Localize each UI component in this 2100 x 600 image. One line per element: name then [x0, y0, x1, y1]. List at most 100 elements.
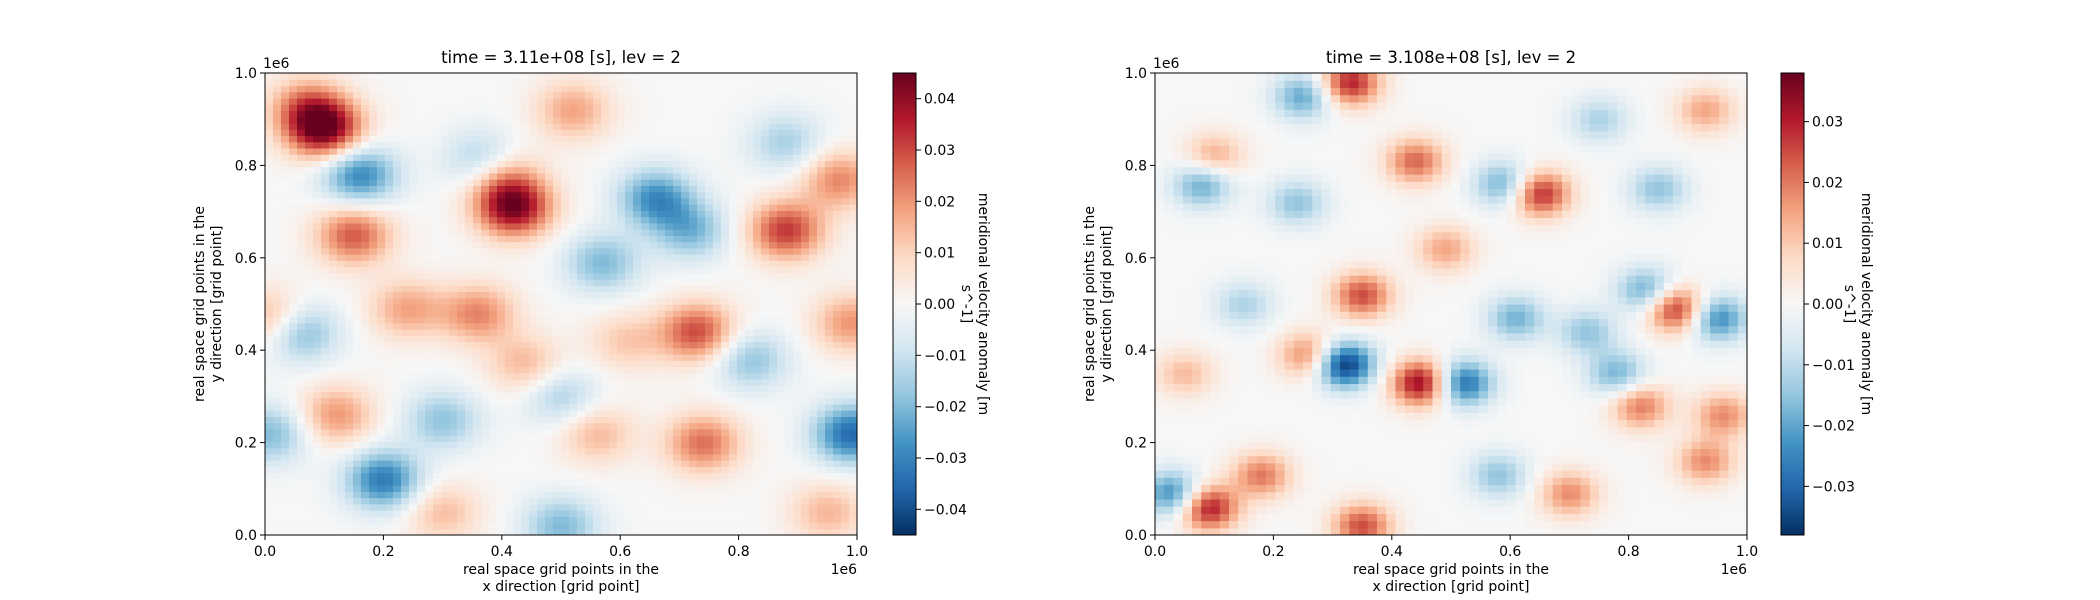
heatmap-cell	[537, 347, 546, 355]
heatmap-cell	[753, 97, 762, 105]
heatmap-cell	[769, 491, 778, 499]
heatmap-cell	[609, 453, 618, 461]
heatmap-cell	[769, 478, 778, 486]
heatmap-cell	[769, 260, 778, 268]
heatmap-cell	[473, 229, 482, 236]
heatmap-cell	[793, 522, 802, 530]
heatmap-cell	[473, 122, 482, 130]
heatmap-cell	[681, 154, 690, 161]
heatmap-cell	[465, 528, 474, 535]
heatmap-cell	[537, 310, 546, 318]
heatmap-cell	[361, 122, 370, 130]
heatmap-cell	[337, 478, 346, 486]
heatmap-cell	[537, 328, 546, 336]
heatmap-cell	[393, 366, 402, 374]
heatmap-cell	[521, 366, 530, 374]
heatmap-cell	[585, 460, 594, 467]
heatmap-cell	[473, 528, 482, 535]
heatmap-cell	[561, 422, 570, 430]
heatmap-cell	[401, 116, 410, 124]
heatmap-cell	[265, 166, 274, 174]
heatmap-cell	[417, 73, 426, 80]
heatmap-cell	[617, 416, 626, 424]
heatmap-cell	[353, 85, 362, 93]
heatmap-cell	[289, 272, 298, 280]
heatmap-cell	[361, 341, 370, 349]
heatmap-cell	[481, 497, 490, 505]
heatmap-cell	[473, 385, 482, 392]
heatmap-cell	[281, 503, 290, 511]
heatmap-cell	[473, 316, 482, 324]
heatmap-cell	[281, 435, 290, 442]
heatmap-cell	[369, 316, 378, 324]
heatmap-cell	[585, 160, 594, 168]
heatmap-cell	[585, 79, 594, 87]
heatmap-cell	[433, 528, 442, 535]
heatmap-cell	[433, 135, 442, 143]
heatmap-cell	[617, 297, 626, 305]
heatmap-cell	[337, 503, 346, 511]
heatmap-cell	[425, 360, 434, 368]
heatmap-cell	[289, 516, 298, 524]
heatmap-cell	[505, 160, 514, 168]
heatmap-cell	[417, 210, 426, 218]
heatmap-cell	[393, 316, 402, 324]
heatmap-cell	[641, 335, 650, 343]
heatmap-cell	[489, 353, 498, 361]
heatmap-cell	[297, 179, 306, 186]
heatmap-cell	[737, 310, 746, 318]
heatmap-cell	[721, 241, 730, 249]
heatmap-cell	[793, 441, 802, 449]
heatmap-cell	[753, 422, 762, 430]
heatmap-cell	[545, 435, 554, 442]
heatmap-cell	[433, 172, 442, 180]
heatmap-cell	[329, 491, 338, 499]
heatmap-cell	[569, 453, 578, 461]
heatmap-cell	[321, 528, 330, 535]
heatmap-cell	[641, 122, 650, 130]
heatmap-cell	[649, 116, 658, 124]
heatmap-cell	[337, 110, 346, 118]
heatmap-cell	[705, 441, 714, 449]
heatmap-cell	[585, 222, 594, 230]
heatmap-cell	[769, 104, 778, 112]
heatmap-cell	[601, 285, 610, 293]
heatmap-cell	[593, 285, 602, 293]
heatmap-cell	[273, 73, 282, 80]
heatmap-cell	[465, 372, 474, 380]
heatmap-cell	[481, 116, 490, 124]
heatmap-cell	[617, 141, 626, 149]
heatmap-cell	[785, 210, 794, 218]
heatmap-cell	[529, 522, 538, 530]
heatmap-cell	[761, 279, 770, 286]
heatmap-cell	[361, 154, 370, 161]
heatmap-cell	[769, 347, 778, 355]
heatmap-cell	[593, 510, 602, 517]
heatmap-cell	[673, 110, 682, 118]
heatmap-cell	[561, 497, 570, 505]
heatmap-cell	[505, 528, 514, 535]
heatmap-cell	[793, 97, 802, 105]
heatmap-cell	[497, 503, 506, 511]
heatmap-cell	[385, 335, 394, 343]
heatmap-cell	[537, 172, 546, 180]
heatmap-cell	[433, 441, 442, 449]
heatmap-cell	[481, 503, 490, 511]
heatmap-cell	[801, 460, 810, 467]
heatmap-cell	[449, 397, 458, 405]
heatmap-cell	[417, 266, 426, 274]
heatmap-cell	[689, 516, 698, 524]
heatmap-cell	[289, 85, 298, 93]
heatmap-cell	[681, 416, 690, 424]
heatmap-cell	[433, 197, 442, 205]
heatmap-cell	[561, 378, 570, 386]
heatmap-cell	[745, 97, 754, 105]
heatmap-cell	[409, 260, 418, 268]
heatmap-cell	[673, 335, 682, 343]
heatmap-cell	[369, 97, 378, 105]
heatmap-cell	[369, 491, 378, 499]
heatmap-cell	[425, 73, 434, 80]
heatmap-cell	[609, 204, 618, 211]
heatmap-cell	[625, 266, 634, 274]
heatmap-cell	[689, 160, 698, 168]
